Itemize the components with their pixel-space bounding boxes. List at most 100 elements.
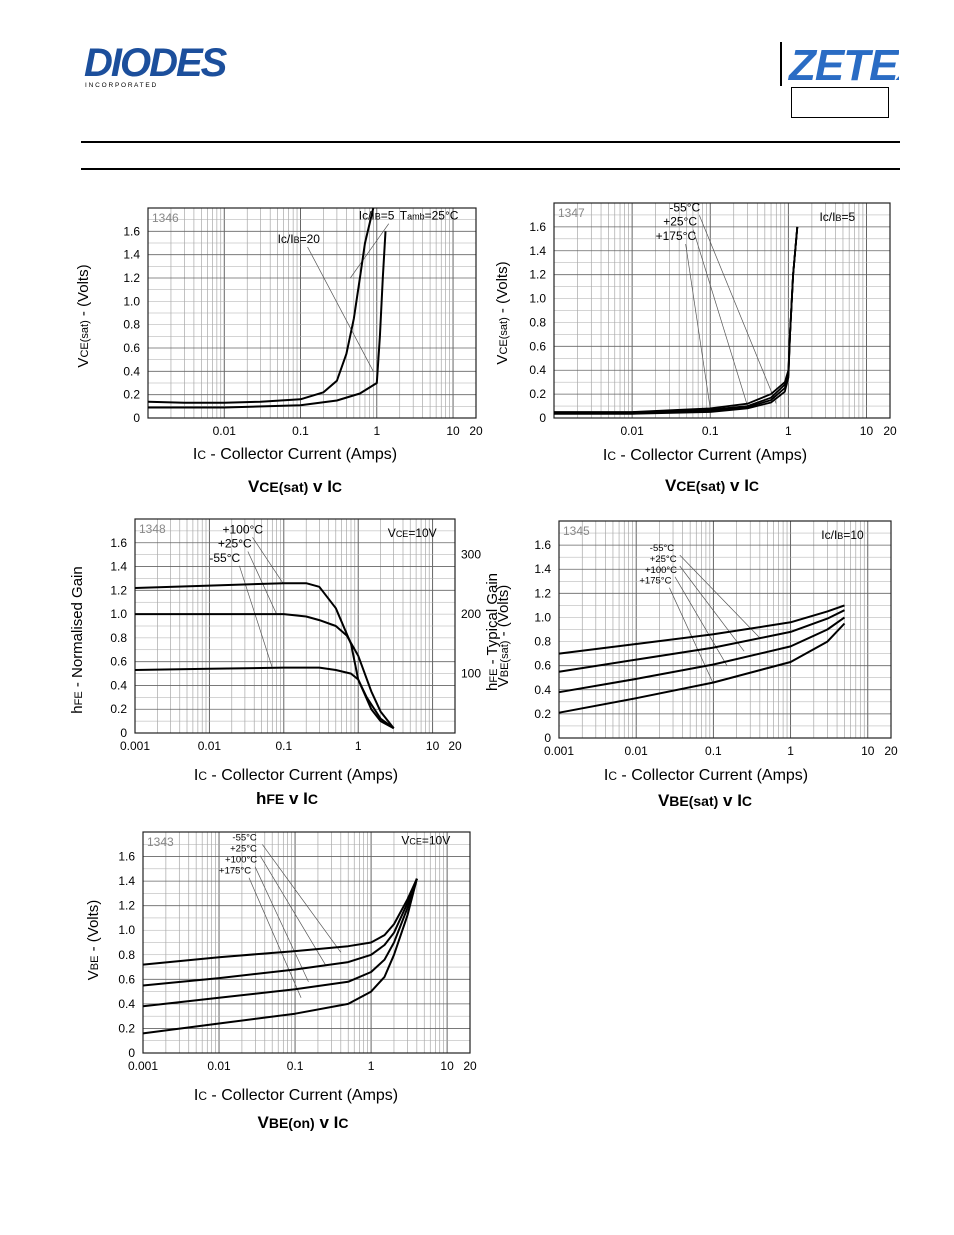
y-tick-label: 0.8	[529, 315, 546, 329]
annotation-leader	[692, 229, 748, 407]
annotation-leader	[247, 551, 277, 615]
annotation-leader	[252, 537, 285, 585]
y-axis-title: VCE(sat) - (Volts)	[494, 261, 511, 364]
series-line	[148, 231, 387, 409]
y-tick-label: 0.2	[534, 707, 551, 721]
series-line	[558, 609, 845, 673]
y-tick-label: 1.6	[529, 220, 546, 234]
annotation-label: +25°C	[663, 215, 697, 229]
series-line	[553, 226, 799, 415]
svg-text:IC - Collector Current (Amps): IC - Collector Current (Amps)	[193, 446, 397, 463]
series-line	[142, 878, 418, 1035]
svg-text:VBE(sat) - (Volts): VBE(sat) - (Volts)	[495, 585, 512, 688]
y-tick-label: 0.8	[534, 635, 551, 649]
y-axis-title: VCE(sat) - (Volts)	[75, 264, 92, 367]
grid	[558, 520, 892, 739]
y2-tick-label: 100	[461, 667, 481, 681]
y-tick-label: 0.2	[118, 1021, 135, 1035]
x-tick-label: 0.01	[620, 424, 644, 438]
grid	[147, 207, 477, 419]
annotation-leader	[248, 877, 302, 998]
annotation-label: +100°C	[645, 565, 677, 576]
annotation-leader	[679, 554, 761, 639]
svg-text:VCE(sat) - (Volts): VCE(sat) - (Volts)	[75, 264, 92, 367]
y-tick-label: 0.6	[110, 655, 127, 669]
x-tick-label: 0.01	[198, 739, 222, 753]
series-line	[554, 226, 799, 415]
x-tick-label: 0.1	[702, 424, 719, 438]
x-tick-label: 10	[440, 1059, 454, 1073]
y-tick-label: 1.0	[534, 610, 551, 624]
y-tick-label: 1.0	[529, 292, 546, 306]
chart-code: 1345	[563, 524, 590, 538]
annotation-label: +100°C	[225, 855, 257, 866]
svg-text:IC - Collector Current (Amps): IC - Collector Current (Amps)	[604, 767, 808, 784]
grid	[134, 518, 456, 734]
annotation-label: Ic/IB=10	[821, 528, 864, 542]
x-axis-title: IC - Collector Current (Amps)	[603, 447, 807, 464]
svg-text:VBE - (Volts): VBE - (Volts)	[85, 900, 102, 981]
y-tick-label: 1.4	[529, 244, 546, 258]
annotation-label: +25°C	[230, 844, 257, 855]
annotation-label: Ic/IB=5	[819, 210, 855, 224]
plot-frame	[142, 831, 471, 1054]
plot-area	[135, 519, 455, 733]
grid	[553, 202, 891, 419]
annotation-leader	[307, 246, 374, 372]
x-tick-label: 0.001	[128, 1059, 158, 1073]
series-line	[554, 226, 799, 413]
annotation-label: Ic/IB=5	[359, 209, 395, 223]
y-tick-label: 0	[120, 726, 127, 740]
diodes-logo-text: DIODES	[84, 41, 228, 85]
annotation-label: +25°C	[650, 554, 677, 565]
y-tick-label: 1.0	[123, 294, 140, 308]
annotation-leader	[262, 844, 342, 953]
y-tick-label: 0.2	[123, 388, 140, 402]
series-line	[142, 878, 418, 966]
y-tick-label: 1.6	[123, 224, 140, 238]
x-tick-label: 0.1	[292, 424, 309, 438]
y-tick-label: 1.0	[110, 607, 127, 621]
zetex-logo-mark: ZETEX	[787, 41, 930, 90]
svg-text:hFE v IC: hFE v IC	[256, 789, 318, 808]
series-line	[134, 582, 395, 730]
y-axis-title: VBE(sat) - (Volts)	[495, 585, 512, 688]
svg-text:VCE(sat) v IC: VCE(sat) v IC	[665, 476, 759, 495]
x-tick-label: 20	[469, 424, 483, 438]
y-tick-label: 0.4	[534, 683, 551, 697]
series-line	[142, 878, 418, 1008]
annotation-label: +175°C	[219, 866, 251, 877]
y-tick-label: 0.6	[534, 659, 551, 673]
y-tick-label: 1.6	[118, 850, 135, 864]
y-tick-label: 0.4	[118, 997, 135, 1011]
svg-text:hFE - Typical Gain: hFE - Typical Gain	[484, 573, 501, 691]
y-tick-label: 0.4	[123, 364, 140, 378]
annotation-label: Tamb=25°C	[400, 209, 459, 223]
y-tick-label: 0.8	[123, 318, 140, 332]
chart-caption: VCE(sat) v IC	[665, 476, 759, 495]
zetex-logo-text: ZETEX	[787, 41, 899, 86]
y-tick-label: 0.8	[118, 948, 135, 962]
annotation-label: +25°C	[218, 537, 252, 551]
x-tick-label: 10	[426, 739, 440, 753]
diodes-logo-mark: DIODES I N C O R P O R A T E D	[84, 41, 230, 89]
annotation-leader	[350, 223, 390, 279]
y-tick-label: 1.6	[110, 536, 127, 550]
y-tick-label: 0.6	[529, 339, 546, 353]
y-axis-title: VBE - (Volts)	[85, 900, 102, 981]
y-tick-label: 1.4	[534, 562, 551, 576]
annotation-leader	[669, 587, 714, 684]
x-tick-label: 20	[463, 1059, 477, 1073]
annotation-leader	[685, 243, 711, 409]
x-tick-label: 10	[861, 744, 875, 758]
annotation-label: +175°C	[656, 229, 697, 243]
annotation-leader	[699, 215, 777, 404]
svg-text:VCE(sat) v IC: VCE(sat) v IC	[248, 477, 342, 496]
y-tick-label: 1.4	[118, 874, 135, 888]
